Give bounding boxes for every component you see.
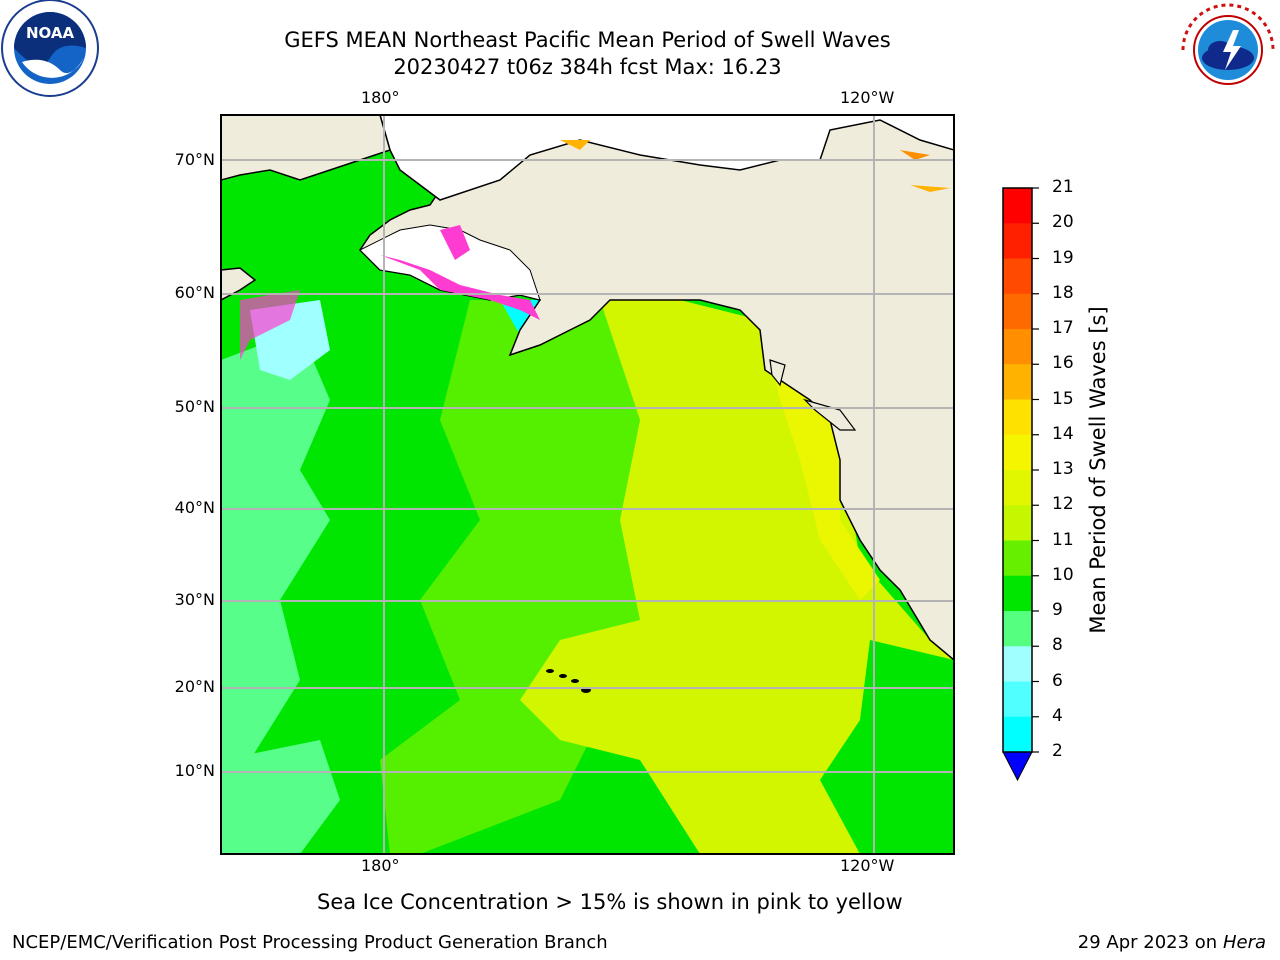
chart-subtitle: 20230427 t06z 384h fcst Max: 16.23 xyxy=(393,55,782,79)
footer-date: 29 Apr 2023 on Hera xyxy=(1078,932,1266,953)
footer-host: Hera xyxy=(1222,932,1266,953)
sea-ice-pink-2 xyxy=(440,225,470,260)
colorbar-tick-label: 17 xyxy=(1052,318,1074,338)
lat-label-30n: 30°N xyxy=(174,590,215,609)
colorbar-tick-label: 8 xyxy=(1052,635,1063,656)
colorbar-band xyxy=(1003,364,1032,400)
lat-label-50n: 50°N xyxy=(174,397,215,416)
footer-date-text: 29 Apr 2023 on xyxy=(1077,932,1223,953)
noaa-logo: NOAA xyxy=(1,0,99,97)
colorbar-band xyxy=(1003,540,1032,577)
colorbar-band xyxy=(1003,329,1032,365)
lat-label-60n: 60°N xyxy=(174,283,215,302)
colorbar-band xyxy=(1003,575,1032,612)
colorbar-tick-label: 12 xyxy=(1052,494,1074,515)
sea-ice-pink xyxy=(380,255,540,320)
land-haida-gwaii xyxy=(769,359,786,387)
lon-label-top-120w: 120°W xyxy=(840,88,895,107)
colorbar-tick-label: 13 xyxy=(1052,459,1074,479)
colorbar-tick-label: 14 xyxy=(1052,423,1074,444)
colorbar-tick-label: 10 xyxy=(1052,564,1074,585)
colorbar-band xyxy=(1003,646,1032,682)
ocean-region-coastal-yellow xyxy=(760,320,880,600)
colorbar-band xyxy=(1003,434,1032,471)
colorbar-band xyxy=(1003,399,1032,436)
lon-label-bottom-180: 180° xyxy=(361,856,400,875)
colorbar-tick-label: 16 xyxy=(1052,353,1074,374)
map-frame xyxy=(220,114,955,855)
colorbar-band xyxy=(1003,223,1032,259)
ocean-region-se-green xyxy=(820,640,954,854)
colorbar-tick-label: 19 xyxy=(1052,247,1074,268)
colorbar-band xyxy=(1003,611,1032,647)
colorbar-band xyxy=(1003,716,1032,753)
lat-label-70n: 70°N xyxy=(174,150,215,169)
colorbar-tick-label: 18 xyxy=(1052,282,1074,303)
chart-title: GEFS MEAN Northeast Pacific Mean Period … xyxy=(284,28,891,52)
colorbar-band xyxy=(1003,505,1032,541)
bering-white xyxy=(359,224,541,301)
colorbar-tick-label: 2 xyxy=(1052,741,1063,761)
lat-label-40n: 40°N xyxy=(174,498,215,517)
colorbar-band xyxy=(1003,681,1032,718)
ocean-region-yellow xyxy=(520,300,954,854)
gridlines xyxy=(221,115,954,854)
sea-ice-pink-west xyxy=(240,290,300,360)
ocean-patch-light xyxy=(221,740,340,854)
nws-logo xyxy=(1180,2,1276,98)
sea-ice-orange xyxy=(560,140,590,150)
colorbar-tick-label: 21 xyxy=(1052,177,1074,197)
colorbar-tick-label: 9 xyxy=(1052,600,1063,620)
sea-ice-orange-2 xyxy=(900,150,930,160)
colorbar-band xyxy=(1003,293,1032,330)
lon-label-bottom-120w: 120°W xyxy=(840,856,895,875)
lat-label-20n: 20°N xyxy=(174,677,215,696)
lon-label-top-180: 180° xyxy=(361,88,400,107)
noaa-logo-text: NOAA xyxy=(26,24,75,42)
lat-label-10n: 10°N xyxy=(174,761,215,780)
arctic-white xyxy=(379,115,954,201)
colorbar-band xyxy=(1003,470,1032,506)
ocean-region-light xyxy=(221,330,330,854)
colorbar-tick-label: 20 xyxy=(1052,212,1074,233)
footer-credit: NCEP/EMC/Verification Post Processing Pr… xyxy=(12,932,608,953)
colorbar-extend-arrow xyxy=(1002,751,1033,782)
colorbar-tick-label: 4 xyxy=(1052,705,1063,726)
land-kamchatka xyxy=(221,267,257,301)
colorbar-band xyxy=(1003,258,1032,295)
colorbar-band xyxy=(1003,188,1032,224)
colorbar-label: Mean Period of Swell Waves [s] xyxy=(1086,306,1110,634)
sea-ice-orange-3 xyxy=(910,185,950,192)
colorbar-tick-label: 6 xyxy=(1052,670,1063,691)
colorbar-tick-label: 15 xyxy=(1052,388,1074,409)
colorbar-tick-label: 11 xyxy=(1052,529,1074,550)
sea-ice-note: Sea Ice Concentration > 15% is shown in … xyxy=(317,890,903,914)
